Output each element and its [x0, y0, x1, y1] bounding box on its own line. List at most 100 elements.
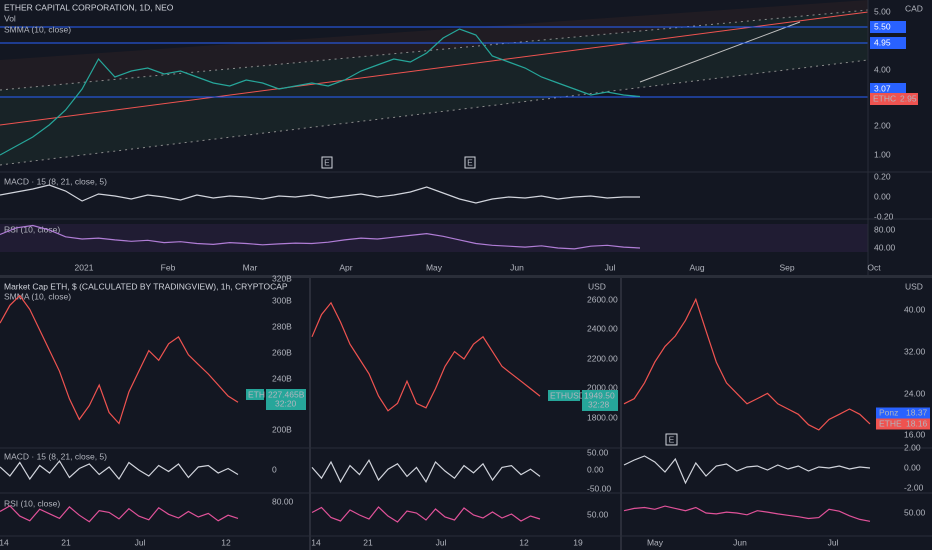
rsi-band: [0, 224, 868, 252]
price-line: [623, 297, 871, 431]
trend-line: [0, 11, 869, 126]
x-tick-label: Oct: [867, 262, 881, 272]
currency: CAD: [905, 3, 923, 13]
symbol-tag: [548, 390, 580, 401]
trend-line: [639, 21, 801, 83]
tag-price: 5.50: [874, 21, 891, 31]
y-tick-label: 2.00: [874, 120, 891, 130]
x-tick-label: May: [647, 537, 664, 547]
currency: USD: [588, 281, 606, 291]
x-tick-label: 14: [0, 537, 9, 547]
x-tick-label: Jul: [135, 537, 146, 547]
y-tick-label: 32.00: [904, 346, 926, 356]
channel: [0, 0, 868, 90]
tag-timer: 32:28: [588, 399, 610, 409]
rsi-line: [0, 224, 641, 250]
y-tick-label: 50.00: [587, 447, 609, 457]
tag-timer: 32:20: [275, 398, 297, 408]
y-tick-label: 0.00: [904, 462, 921, 472]
channel: [0, 10, 868, 165]
macd-line: [311, 458, 541, 484]
y-tick-label: 2600.00: [587, 294, 618, 304]
y-tick-label: 320B: [272, 273, 292, 283]
y-tick-label: 260B: [272, 347, 292, 357]
symbol-tag: [876, 418, 930, 430]
separator: [0, 275, 932, 278]
rsi-line: [0, 505, 239, 523]
x-tick-label: Sep: [779, 262, 794, 272]
macd-line: [623, 455, 871, 485]
symbol-tag: [876, 407, 930, 419]
chart-title: Market Cap ETH, $ (CALCULATED BY TRADING…: [4, 281, 288, 291]
y-tick-label: 16.00: [904, 429, 926, 439]
x-tick-label: Aug: [689, 262, 704, 272]
x-tick-label: Feb: [161, 262, 176, 272]
tag-price: 18.16: [906, 418, 928, 428]
x-tick-label: 19: [573, 537, 583, 547]
x-tick-label: Apr: [339, 262, 352, 272]
marker: E: [669, 434, 675, 444]
x-tick-label: Jun: [510, 262, 524, 272]
price-line: [0, 294, 239, 425]
x-tick-label: Jul: [605, 262, 616, 272]
marker-box: [665, 433, 678, 446]
y-tick-label: 40.00: [874, 242, 896, 252]
y-tick-label: 24.00: [904, 388, 926, 398]
x-tick-label: 14: [311, 537, 321, 547]
tag-price: 227.465B: [268, 389, 305, 399]
y-tick-label: 2.00: [904, 442, 921, 452]
y-tick-label: 280B: [272, 321, 292, 331]
y-tick-label: -50.00: [587, 483, 611, 493]
y-tick-label: -2.00: [904, 482, 924, 492]
y-tick-label: -0.20: [874, 211, 894, 221]
x-tick-label: 12: [221, 537, 231, 547]
tag-price: 3.07: [874, 83, 891, 93]
indicator-label: RSI (10, close): [4, 498, 60, 508]
currency: USD: [905, 281, 923, 291]
y-tick-label: 1.00: [874, 149, 891, 159]
marker: E: [467, 157, 473, 167]
x-tick-label: 21: [61, 537, 71, 547]
indicator-label: SMMA (10, close): [4, 291, 71, 301]
y-tick-label: 0.00: [874, 191, 891, 201]
price-tag: [870, 21, 906, 33]
tag-price: 2.95: [900, 93, 917, 103]
y-tick-label: 5.00: [874, 6, 891, 16]
y-tick-label: 2400.00: [587, 323, 618, 333]
rsi-line: [311, 506, 541, 523]
macd-line: [0, 184, 640, 204]
y-tick-label: 300B: [272, 295, 292, 305]
tag-symbol: Ponz: [879, 407, 898, 417]
x-tick-label: 12: [519, 537, 529, 547]
tag-symbol: ETHE: [879, 418, 902, 428]
tag-symbol: ETH: [248, 389, 265, 399]
y-tick-label: 0: [272, 464, 277, 474]
x-tick-label: Mar: [243, 262, 258, 272]
y-tick-label: 50.00: [587, 509, 609, 519]
indicator-label: SMMA (10, close): [4, 24, 71, 34]
bottom-separators: [0, 447, 932, 537]
symbol-tag: [246, 389, 264, 400]
channel-line: [0, 9, 869, 91]
price-tag: [870, 37, 906, 49]
chart-title: ETHER CAPITAL CORPORATION, 1D, NEO: [4, 2, 174, 12]
tag-price: 1949.50: [584, 390, 615, 400]
y-tick-label: 1800.00: [587, 412, 618, 422]
y-tick-label: 2000.00: [587, 382, 618, 392]
macd-line: [0, 459, 239, 481]
symbol-tag: [870, 93, 918, 105]
x-tick-label: May: [426, 262, 443, 272]
price-line: [0, 28, 641, 156]
y-tick-label: 240B: [272, 373, 292, 383]
price-tag: [582, 390, 618, 411]
x-tick-label: 21: [363, 537, 373, 547]
x-tick-label: Jul: [436, 537, 447, 547]
tag-symbol: ETHC: [873, 93, 896, 103]
y-tick-label: 0.20: [874, 171, 891, 181]
indicator-label: RSI (10, close): [4, 224, 60, 234]
marker-box: [321, 156, 333, 169]
channel-line: [0, 59, 869, 166]
y-tick-label: 80.00: [272, 496, 294, 506]
tag-price: 18.37: [906, 407, 928, 417]
